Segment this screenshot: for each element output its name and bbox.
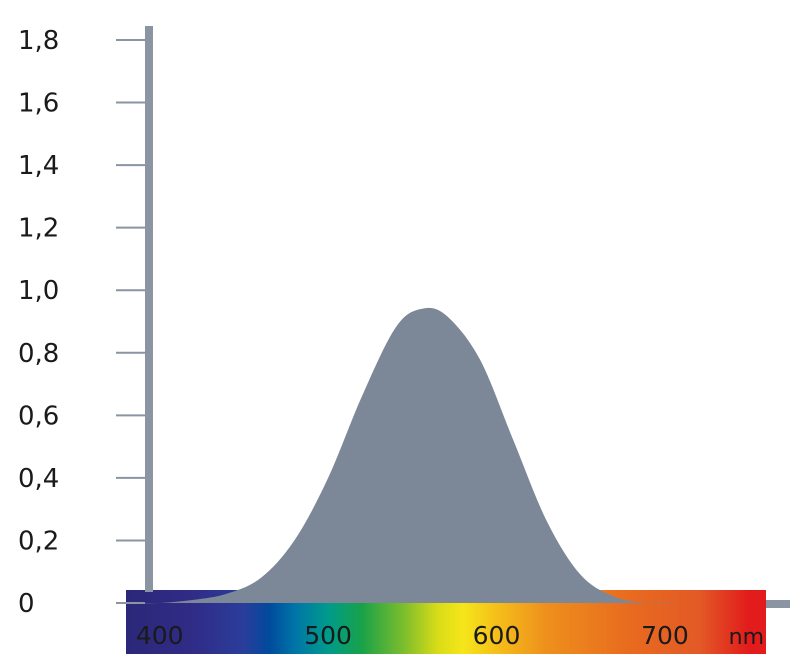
y-tick-label: 1,0 xyxy=(18,276,59,306)
x-tick-label: 400 xyxy=(136,621,184,650)
y-tick-label: 0,2 xyxy=(18,526,59,556)
x-tick-label: 500 xyxy=(304,621,352,650)
x-tick-label: 600 xyxy=(473,621,521,650)
area-group xyxy=(126,307,682,604)
x-tick-label: 700 xyxy=(641,621,689,650)
x-axis-line-end xyxy=(766,600,790,608)
y-tick-label: 1,8 xyxy=(18,26,59,56)
y-tick-label: 1,4 xyxy=(18,151,59,181)
y-tick-label: 0,4 xyxy=(18,464,59,494)
x-ticks: 400 500 600 700 nm xyxy=(136,621,764,650)
y-axis-line xyxy=(145,26,153,592)
y-tick-label: 1,2 xyxy=(18,214,59,244)
x-axis-unit-label: nm xyxy=(729,625,764,650)
axis-group xyxy=(145,26,790,608)
y-tick-label: 0,6 xyxy=(18,401,59,431)
y-tick-label: 0,8 xyxy=(18,339,59,369)
sensitivity-area xyxy=(126,307,682,604)
y-tick-label: 1,6 xyxy=(18,89,59,119)
y-tick-label: 0 xyxy=(18,589,35,619)
y-ticks: 0 0,2 0,4 0,6 0,8 1,0 1,2 1,4 1,6 1,8 xyxy=(18,26,145,619)
